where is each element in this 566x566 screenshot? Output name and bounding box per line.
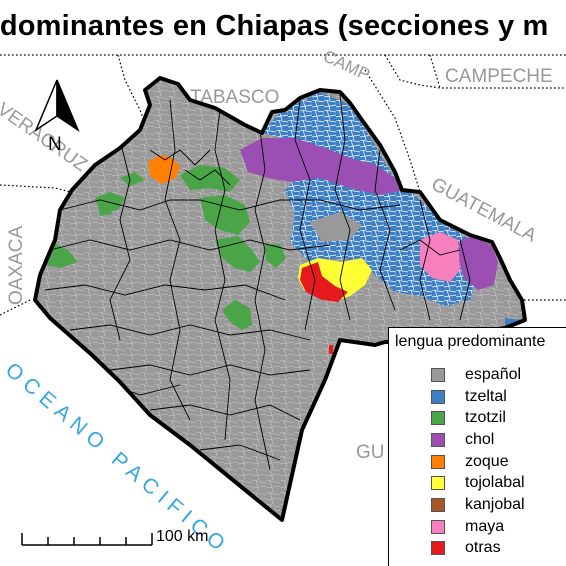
- north-arrow: N: [34, 79, 80, 155]
- legend-title: lengua predominante: [395, 333, 546, 350]
- camp-partial-label: CAMP: [320, 46, 373, 84]
- maya-zone: [420, 232, 460, 282]
- legend-label: tzeltal: [465, 387, 507, 405]
- tzotzil-zone: [40, 165, 286, 330]
- legend-swatch: [431, 476, 445, 491]
- scale-bar: [21, 533, 153, 546]
- legend-item-tzeltal: tzeltal: [431, 386, 525, 408]
- legend-label: tzotzil: [465, 409, 506, 427]
- otras-zone: [300, 262, 348, 302]
- legend-swatch: [431, 519, 445, 534]
- legend-label: otras: [465, 539, 501, 557]
- legend-swatch: [431, 411, 445, 426]
- legend-item-maya: maya: [431, 516, 525, 538]
- legend-label: tojolabal: [465, 474, 525, 492]
- oaxaca-label: OAXACA: [6, 225, 27, 305]
- zoque-zone: [148, 155, 180, 184]
- legend-label: kanjobal: [465, 495, 525, 513]
- legend-items: español tzeltal tzotzil chol zoque tojol…: [431, 364, 525, 559]
- legend-swatch: [431, 454, 445, 469]
- legend-item-kanjobal: kanjobal: [431, 494, 525, 516]
- legend-item-tojolabal: tojolabal: [431, 472, 525, 494]
- map-title: redominantes en Chiapas (secciones y m: [0, 10, 549, 42]
- legend: lengua predominante español tzeltal tzot…: [388, 327, 566, 566]
- legend-swatch: [431, 389, 445, 404]
- legend-label: maya: [465, 517, 505, 535]
- legend-label: zoque: [465, 452, 509, 470]
- legend-swatch: [431, 541, 445, 556]
- tabasco-label: TABASCO: [190, 87, 279, 108]
- legend-swatch: [431, 432, 445, 447]
- legend-item-zoque: zoque: [431, 451, 525, 473]
- legend-item-chol: chol: [431, 429, 525, 451]
- scale-bar-label: 100 km: [156, 528, 209, 545]
- legend-label: español: [465, 365, 522, 383]
- legend-swatch: [431, 367, 445, 382]
- legend-item-espanol: español: [431, 364, 525, 386]
- north-label: N: [48, 134, 62, 155]
- gu-partial-label: GU: [356, 442, 385, 463]
- municipal-boundaries: [44, 94, 471, 471]
- campeche-label: CAMPECHE: [445, 66, 553, 87]
- chol-zone: [240, 138, 498, 290]
- legend-item-otras: otras: [431, 538, 525, 560]
- legend-swatch: [431, 497, 445, 512]
- legend-item-tzotzil: tzotzil: [431, 407, 525, 429]
- legend-label: chol: [465, 430, 495, 448]
